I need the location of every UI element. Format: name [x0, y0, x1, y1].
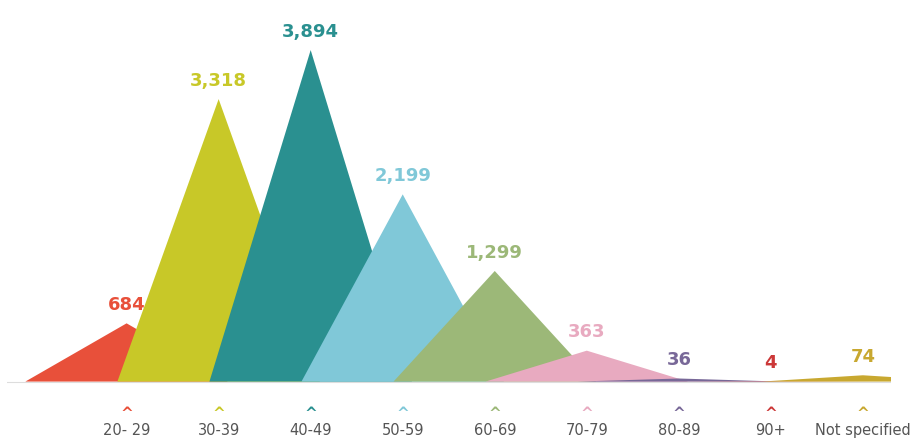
Text: ^: ^ [673, 405, 685, 421]
Polygon shape [485, 351, 688, 381]
Text: ^: ^ [120, 405, 133, 421]
Polygon shape [393, 271, 596, 381]
Text: ^: ^ [396, 405, 409, 421]
Polygon shape [210, 50, 412, 381]
Text: 36: 36 [666, 351, 691, 369]
Text: ^: ^ [212, 405, 225, 421]
Text: ^: ^ [581, 405, 593, 421]
Text: 363: 363 [568, 324, 605, 341]
Text: ^: ^ [857, 405, 869, 421]
Polygon shape [117, 99, 320, 381]
Polygon shape [25, 324, 228, 381]
Text: ^: ^ [305, 405, 318, 421]
Text: 1,299: 1,299 [466, 244, 523, 262]
Text: 74: 74 [850, 348, 875, 366]
Text: 2,199: 2,199 [375, 167, 431, 185]
Polygon shape [578, 379, 780, 381]
Polygon shape [302, 194, 504, 381]
Polygon shape [761, 375, 923, 381]
Text: 3,894: 3,894 [282, 23, 339, 41]
Text: ^: ^ [488, 405, 501, 421]
Text: 684: 684 [108, 296, 146, 314]
Text: ^: ^ [764, 405, 777, 421]
Text: 4: 4 [764, 354, 777, 372]
Text: 3,318: 3,318 [190, 72, 247, 90]
